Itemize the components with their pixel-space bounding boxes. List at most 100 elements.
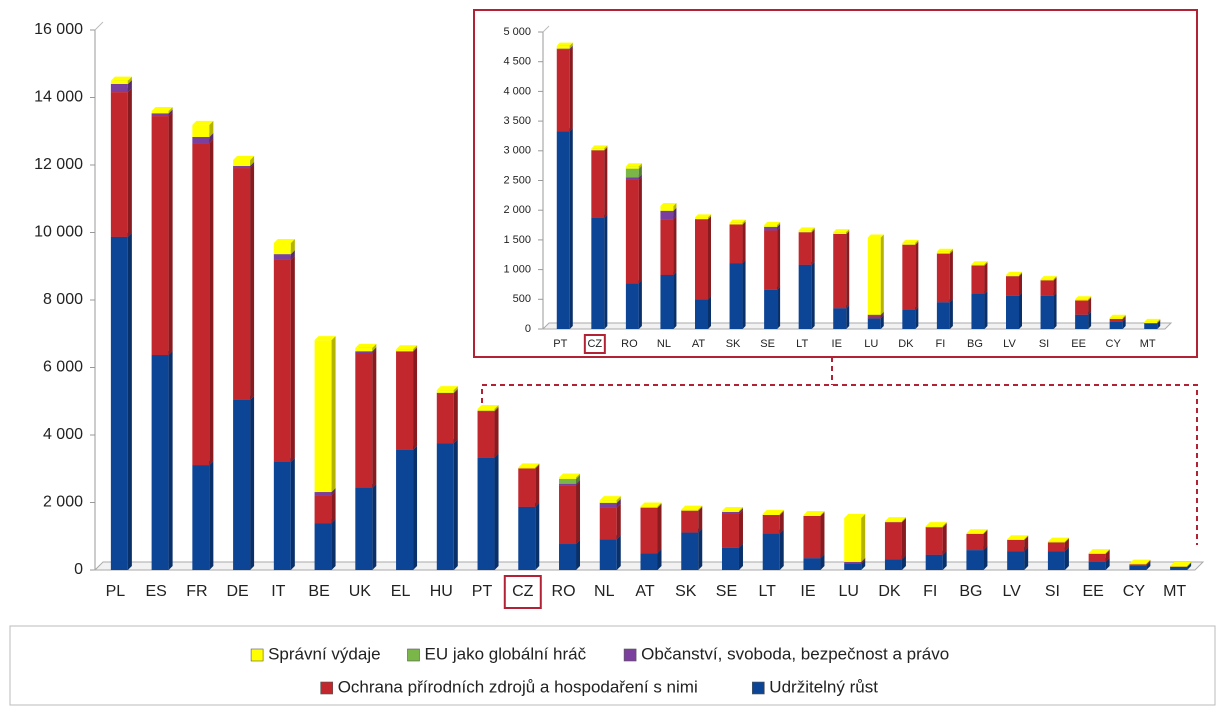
- x-tick-label: SI: [1045, 583, 1060, 600]
- bar-top: [1047, 537, 1069, 542]
- x-tick-label: LU: [838, 583, 858, 600]
- bar-top: [971, 261, 988, 265]
- bar-side: [673, 203, 677, 211]
- bar-side: [209, 139, 214, 466]
- bar-side: [983, 529, 988, 551]
- bar-top: [764, 222, 781, 226]
- bar-side: [942, 522, 947, 528]
- bar-segment: [1129, 563, 1147, 565]
- bar-side: [880, 234, 884, 315]
- bar-segment: [1144, 321, 1158, 324]
- legend-swatch: [623, 648, 637, 662]
- bar-side: [861, 558, 866, 564]
- bar-side: [915, 239, 919, 245]
- bar-segment: [681, 509, 699, 511]
- x-tick-label: SE: [716, 583, 737, 600]
- x-tick-label: CY: [1123, 583, 1146, 600]
- bar-segment: [798, 230, 812, 233]
- x-tick-label: FI: [923, 583, 937, 600]
- bar-top: [599, 496, 621, 501]
- legend-swatch: [751, 681, 765, 695]
- bar-segment: [798, 264, 812, 329]
- x-tick-label: HU: [430, 583, 453, 600]
- bar-side: [290, 255, 295, 462]
- x-tick-label: LU: [864, 338, 878, 350]
- x-tick-label: CY: [1106, 338, 1122, 350]
- bar-top: [1109, 314, 1126, 318]
- legend-label: Udržitelný růst: [769, 677, 878, 696]
- bar-segment: [833, 308, 847, 329]
- bar-side: [811, 227, 815, 233]
- bar-side: [901, 555, 906, 570]
- bar-segment: [599, 502, 617, 508]
- bar-segment: [971, 264, 985, 266]
- x-tick-label: SK: [726, 338, 741, 350]
- bar-segment: [1109, 317, 1123, 319]
- x-tick-label: IE: [832, 338, 842, 350]
- bar-segment: [729, 222, 743, 225]
- x-tick-label: DK: [878, 583, 901, 600]
- bar-top: [1007, 535, 1029, 540]
- bar-segment: [844, 563, 862, 570]
- bar-side: [576, 474, 581, 484]
- bar-segment: [625, 283, 639, 329]
- bar-segment: [355, 351, 373, 353]
- x-tick-label: IT: [271, 583, 285, 600]
- bar-segment: [729, 224, 743, 264]
- y-tick-label: 5 000: [503, 26, 531, 38]
- bar-segment: [1129, 564, 1147, 566]
- bar-side: [777, 223, 781, 231]
- bar-segment: [844, 518, 862, 562]
- y-tick-label: 12 000: [34, 156, 83, 173]
- bar-side: [942, 523, 947, 555]
- bar-side: [657, 502, 662, 508]
- x-tick-label: PT: [472, 583, 493, 600]
- x-tick-label: EE: [1082, 583, 1103, 600]
- bar-top: [1006, 271, 1022, 275]
- bar-segment: [902, 309, 916, 329]
- bar-segment: [273, 462, 291, 570]
- bar-side: [820, 510, 825, 516]
- bar-segment: [640, 507, 658, 554]
- bar-segment: [436, 392, 454, 394]
- bar-side: [1019, 271, 1022, 277]
- bar-side: [127, 76, 132, 84]
- bar-segment: [559, 544, 577, 570]
- bar-side: [673, 207, 677, 220]
- bar-side: [453, 389, 458, 444]
- bar-top: [762, 509, 784, 514]
- bar-side: [413, 345, 418, 352]
- bar-side: [604, 214, 608, 329]
- y-tick-label: 2 000: [43, 494, 83, 511]
- x-tick-label: SE: [760, 338, 775, 350]
- bar-side: [861, 557, 866, 563]
- bar-segment: [477, 457, 495, 570]
- bar-segment: [599, 539, 617, 570]
- bar-side: [949, 299, 953, 329]
- bar-side: [1088, 296, 1092, 301]
- bar-side: [250, 164, 255, 400]
- bar-top: [902, 239, 919, 243]
- bar-side: [915, 306, 919, 329]
- y-tick-label: 8 000: [43, 291, 83, 308]
- x-tick-label: EE: [1071, 338, 1086, 350]
- highlight-box: [503, 575, 542, 609]
- y-tick-label: 4 500: [503, 56, 531, 68]
- bar-segment: [436, 393, 454, 444]
- bar-side: [811, 261, 815, 329]
- bar-side: [777, 286, 781, 329]
- bar-side: [779, 509, 784, 515]
- bar-top: [681, 505, 703, 510]
- bar-segment: [884, 522, 902, 560]
- bar-side: [331, 488, 336, 496]
- bar-segment: [764, 225, 778, 227]
- bar-segment: [1088, 553, 1106, 562]
- bar-side: [413, 347, 418, 352]
- bar-side: [673, 216, 677, 275]
- bar-segment: [1006, 295, 1019, 329]
- y-tick-label: 2 500: [503, 174, 531, 186]
- bar-top: [436, 386, 458, 391]
- x-tick-label: CZ: [512, 583, 534, 600]
- bar-segment: [867, 237, 881, 315]
